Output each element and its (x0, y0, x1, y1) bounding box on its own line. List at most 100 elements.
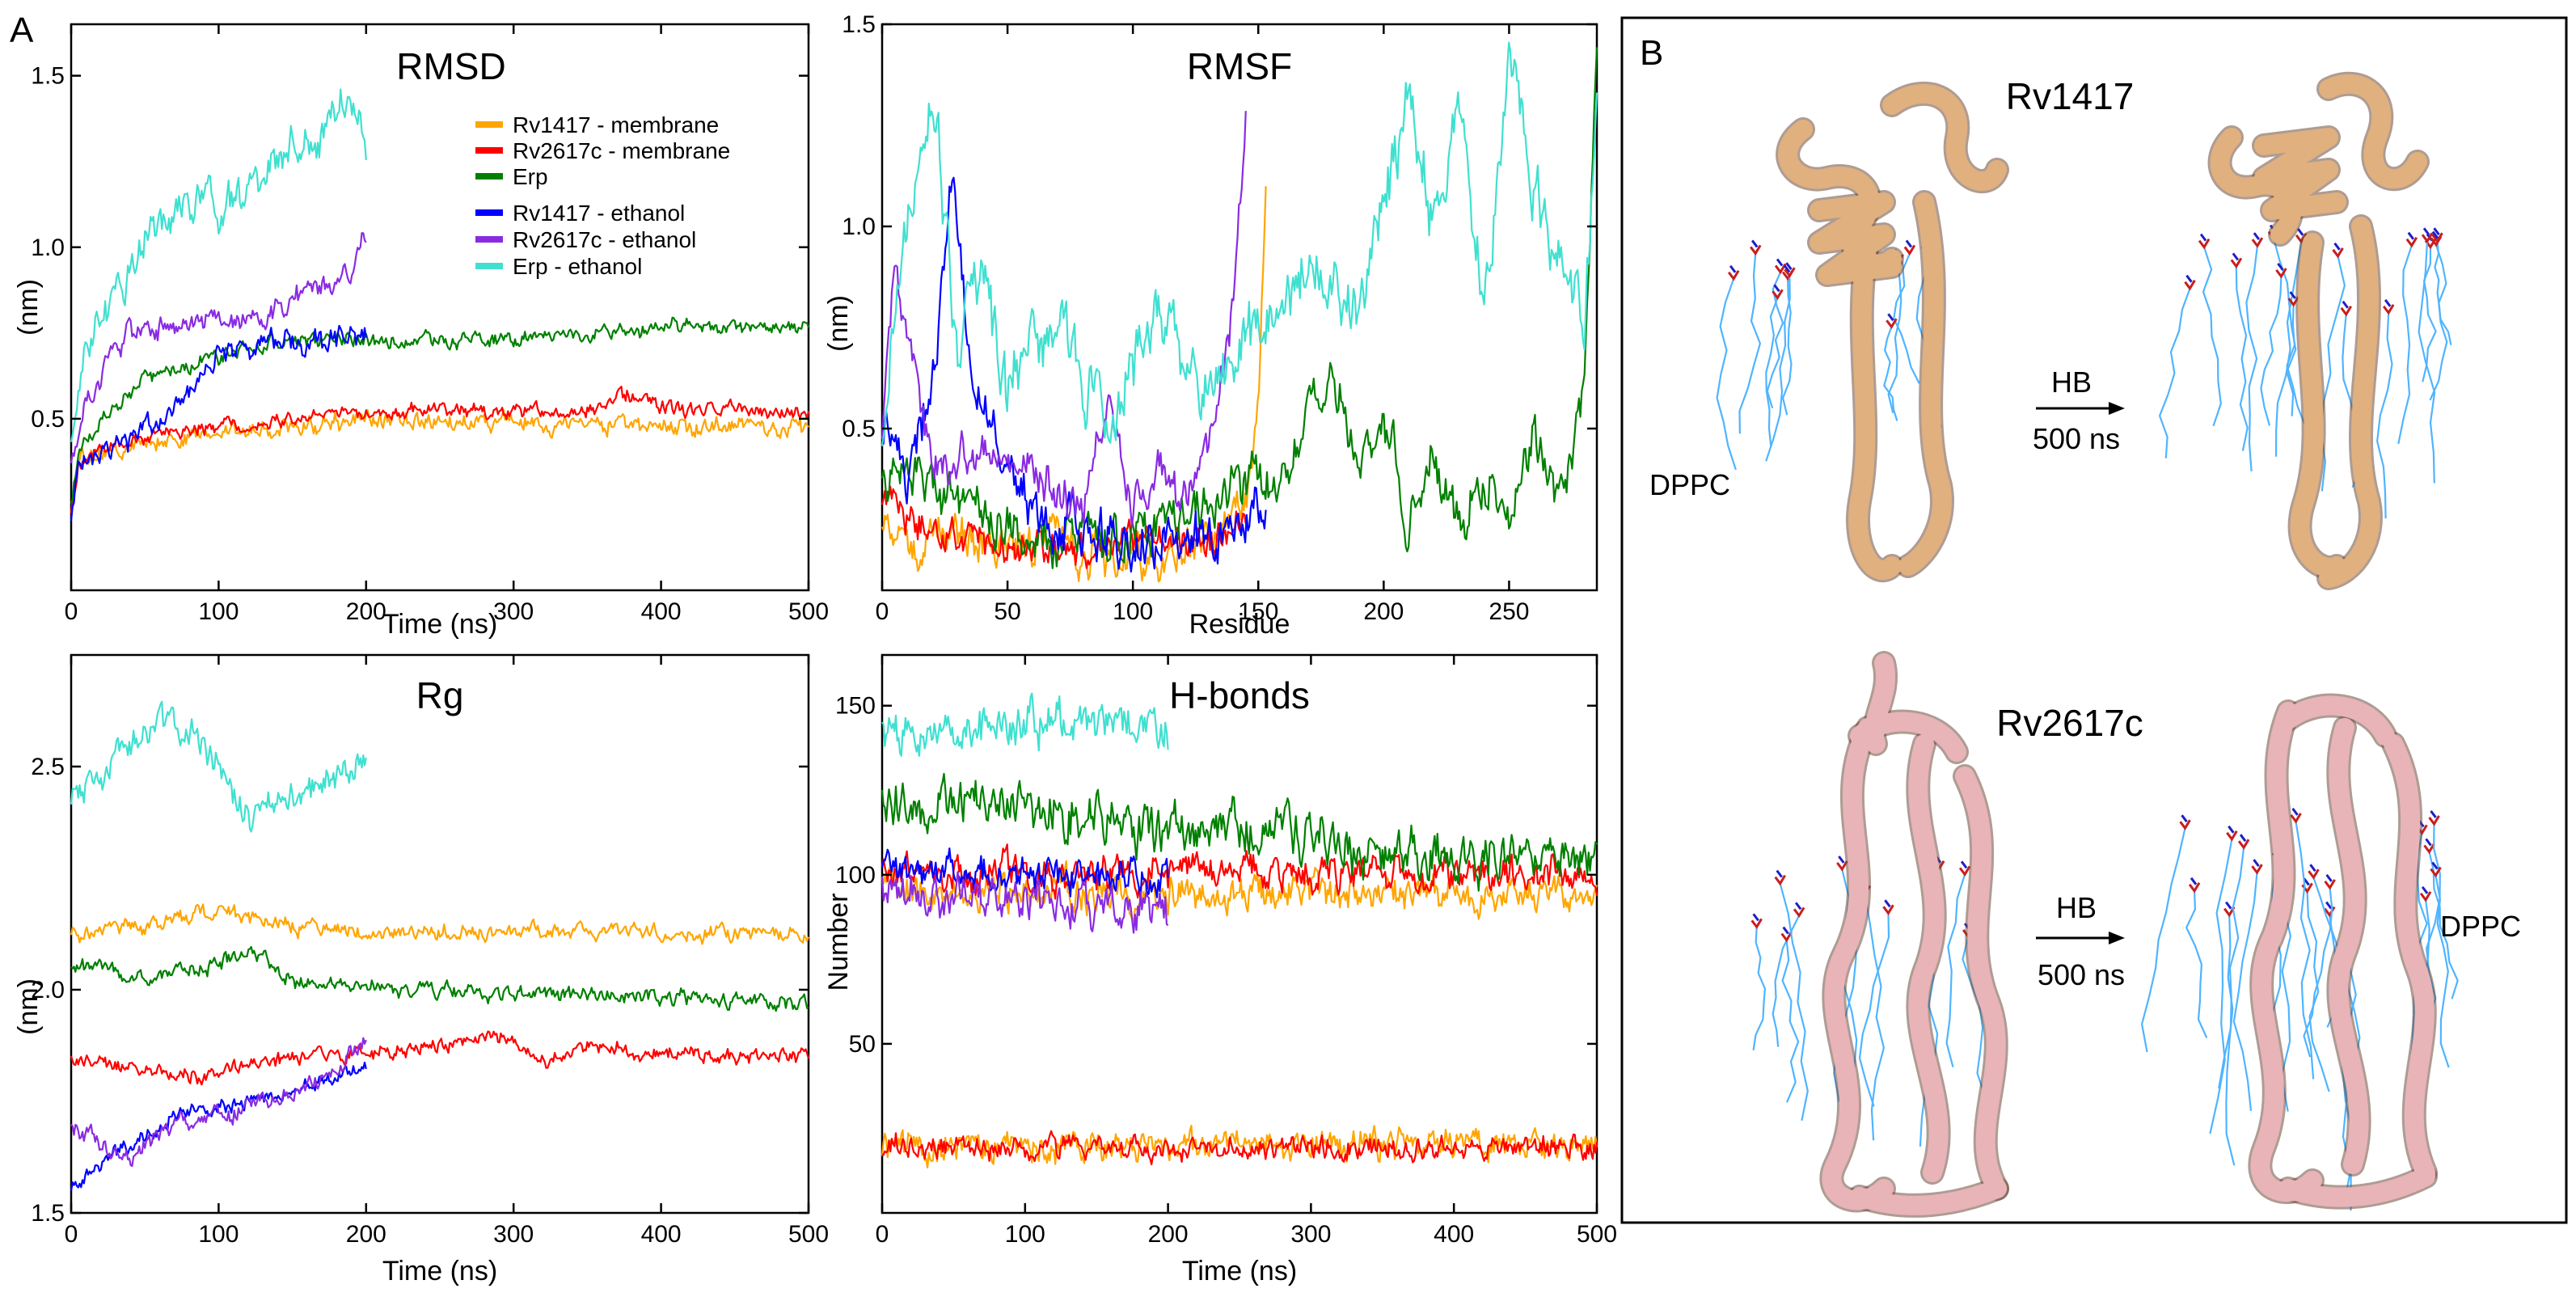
dppc-lipid-tail (1781, 940, 1800, 1103)
dppc-lipid-tail (2422, 247, 2437, 382)
dppc-headgroup-nitrogen (2181, 814, 2188, 823)
hbonds-ylabel: Number (823, 894, 854, 991)
rv1417-title: Rv1417 (2006, 75, 2135, 117)
dppc-headgroup-nitrogen (2232, 252, 2240, 261)
dppc-lipid-tail (2218, 847, 2245, 1089)
rmsd-xtick-label: 100 (198, 598, 239, 625)
rv1417-final-structure (2207, 71, 2430, 590)
dppc-lipid-tail (2274, 241, 2303, 457)
series-hbonds-rv2617c_ethanol-4 (880, 871, 1169, 934)
dppc-headgroup-nitrogen (2422, 227, 2430, 236)
dppc-headgroup-nitrogen (2289, 291, 2296, 299)
dppc-headgroup (2251, 864, 2263, 875)
rmsf-ytick-label: 0.5 (842, 416, 876, 442)
rg-ylabel: (nm) (13, 978, 44, 1035)
dppc-headgroup-nitrogen (2431, 861, 2439, 870)
rmsf-xtick-label: 100 (1113, 598, 1153, 625)
rmsd-ytick-label: 1.5 (31, 63, 65, 90)
dppc-headgroup (1886, 318, 1898, 329)
rv1417-initial-structure (1776, 81, 2009, 583)
rmsf-plot-frame (880, 23, 1598, 592)
ribbon-segment (2384, 734, 2435, 1182)
ribbon-segment (1848, 233, 1902, 581)
dppc-headgroup (2251, 237, 2264, 248)
rg-ytick-label: 1.5 (31, 1200, 65, 1227)
legend-label-rv2617c-ethanol: Rv2617c - ethanol (513, 227, 696, 252)
dppc-headgroup (2332, 247, 2344, 259)
dppc-headgroup-nitrogen (2303, 877, 2310, 886)
ribbon-segment (2278, 695, 2435, 1207)
dppc-headgroup-nitrogen (1884, 899, 1891, 908)
rmsf-title: RMSF (1187, 45, 1292, 87)
series-rmsd-erp_ethanol-5 (70, 88, 367, 442)
legend-label-rv2617c-membrane: Rv2617c - membrane (513, 138, 730, 163)
hbonds-ytick-label: 150 (835, 693, 876, 720)
dppc-headgroup (2430, 235, 2443, 247)
dppc-headgroup (1882, 904, 1894, 916)
rmsd-xtick-label: 200 (346, 598, 386, 625)
rmsd-xtick-label: 400 (641, 598, 682, 625)
dppc-label-top: DPPC (1649, 468, 1730, 501)
dppc-headgroup-nitrogen (2433, 227, 2440, 236)
rmsd-plot-frame (70, 23, 810, 592)
dppc-headgroup-nitrogen (2190, 877, 2198, 885)
series-rmsd-erp-2 (70, 316, 810, 505)
panel-a-letter: A (10, 11, 34, 50)
dppc-headgroup-nitrogen (2421, 885, 2429, 894)
series-rmsd-rv1417_ethanol-3 (70, 324, 367, 522)
panel-b: B Rv1417 Rv2617c DPPC HB 500 ns (1620, 16, 2568, 1224)
legend-label-rv1417-ethanol: Rv1417 - ethanol (513, 201, 685, 226)
dppc-lipid-tail (2429, 244, 2448, 401)
dppc-headgroup-nitrogen (2253, 859, 2260, 867)
rmsd-title: RMSD (396, 45, 505, 87)
dppc-headgroup (2324, 879, 2336, 890)
legend-label-erp-ethanol: Erp - ethanol (513, 254, 642, 279)
dppc-headgroup-nitrogen (2225, 901, 2232, 910)
arrow-bottom-hb-label: HB (2056, 891, 2097, 924)
rmsd-xtick-label: 0 (65, 598, 78, 625)
dppc-headgroup (1836, 860, 1848, 872)
dppc-headgroup-nitrogen (2384, 298, 2392, 307)
dppc-lipid-tail (2209, 839, 2233, 1134)
dppc-lipid-tail (1716, 278, 1737, 471)
series-rg-rv2617c_ethanol-4 (70, 1037, 367, 1168)
dppc-headgroup-nitrogen (1785, 262, 1793, 270)
hbonds-xtick-label: 500 (1577, 1221, 1617, 1248)
dppc-headgroup (2198, 238, 2211, 250)
dppc-lipid-tail (2306, 891, 2330, 1092)
series-hbonds-erp-2 (880, 772, 1598, 892)
dppc-headgroup-nitrogen (1838, 856, 1845, 864)
dppc-headgroup (1727, 270, 1740, 281)
dppc-lipid-tail (1887, 262, 1902, 414)
rmsf-ytick-label: 1.5 (842, 11, 876, 38)
dppc-headgroup-nitrogen (2185, 274, 2193, 283)
dppc-headgroup-nitrogen (2325, 901, 2333, 910)
rmsf-xtick-label: 50 (994, 598, 1020, 625)
rmsd-xtick-label: 500 (788, 598, 829, 625)
arrow-bottom-head (2109, 932, 2125, 944)
dppc-headgroup (1793, 906, 1805, 919)
dppc-headgroup (2179, 819, 2191, 830)
ribbon-segment (2319, 217, 2380, 588)
hbonds-xtick-label: 200 (1148, 1221, 1189, 1248)
dppc-lipid-tail (2235, 266, 2249, 451)
rmsf-chart: 0 50 100 150 200 250 0.5 1.0 1.5 RMSF Residue (n… (823, 11, 1598, 640)
dppc-headgroup-nitrogen (1752, 913, 1759, 922)
rg-title: Rg (416, 674, 464, 716)
series-rg-erp_ethanol-5 (70, 700, 367, 833)
rmsd-ytick-label: 0.5 (31, 406, 65, 433)
hbonds-xtick-label: 0 (876, 1221, 889, 1248)
dppc-headgroup-nitrogen (1776, 258, 1784, 267)
dppc-lipid-tail (2434, 241, 2452, 345)
arrow-bottom-time-label: 500 ns (2038, 958, 2125, 991)
dppc-headgroup (2405, 236, 2418, 248)
rg-xtick-label: 0 (65, 1221, 78, 1248)
rmsf-xtick-label: 200 (1363, 598, 1404, 625)
rg-xlabel: Time (ns) (382, 1256, 497, 1286)
dppc-label-bottom: DPPC (2440, 910, 2521, 943)
panel-b-letter: B (1640, 33, 1663, 73)
dppc-headgroup-nitrogen (1887, 313, 1894, 322)
hbonds-ytick-label: 100 (835, 862, 876, 889)
dppc-headgroup (1774, 263, 1787, 275)
